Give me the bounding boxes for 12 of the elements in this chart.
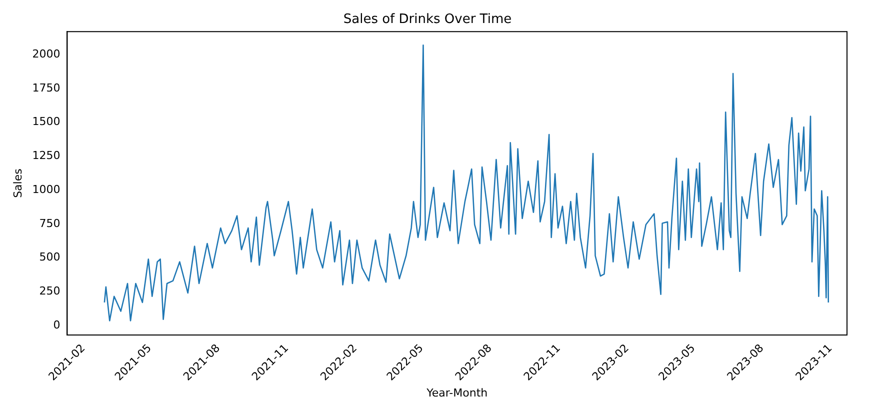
y-tick-label: 1750 — [32, 81, 60, 94]
y-tick-label: 250 — [39, 284, 60, 298]
y-tick-label: 1000 — [32, 182, 60, 196]
y-tick-label: 1500 — [32, 115, 60, 128]
y-tick-label: 500 — [39, 250, 60, 264]
y-tick-label: 1250 — [32, 149, 60, 162]
y-axis-title: Sales — [11, 168, 24, 198]
x-axis-title: Year-Month — [426, 386, 488, 400]
chart-title: Sales of Drinks Over Time — [343, 12, 512, 28]
y-tick-label: 0 — [53, 318, 60, 332]
y-tick-label: 2000 — [32, 47, 60, 60]
y-tick-label: 750 — [39, 216, 60, 230]
